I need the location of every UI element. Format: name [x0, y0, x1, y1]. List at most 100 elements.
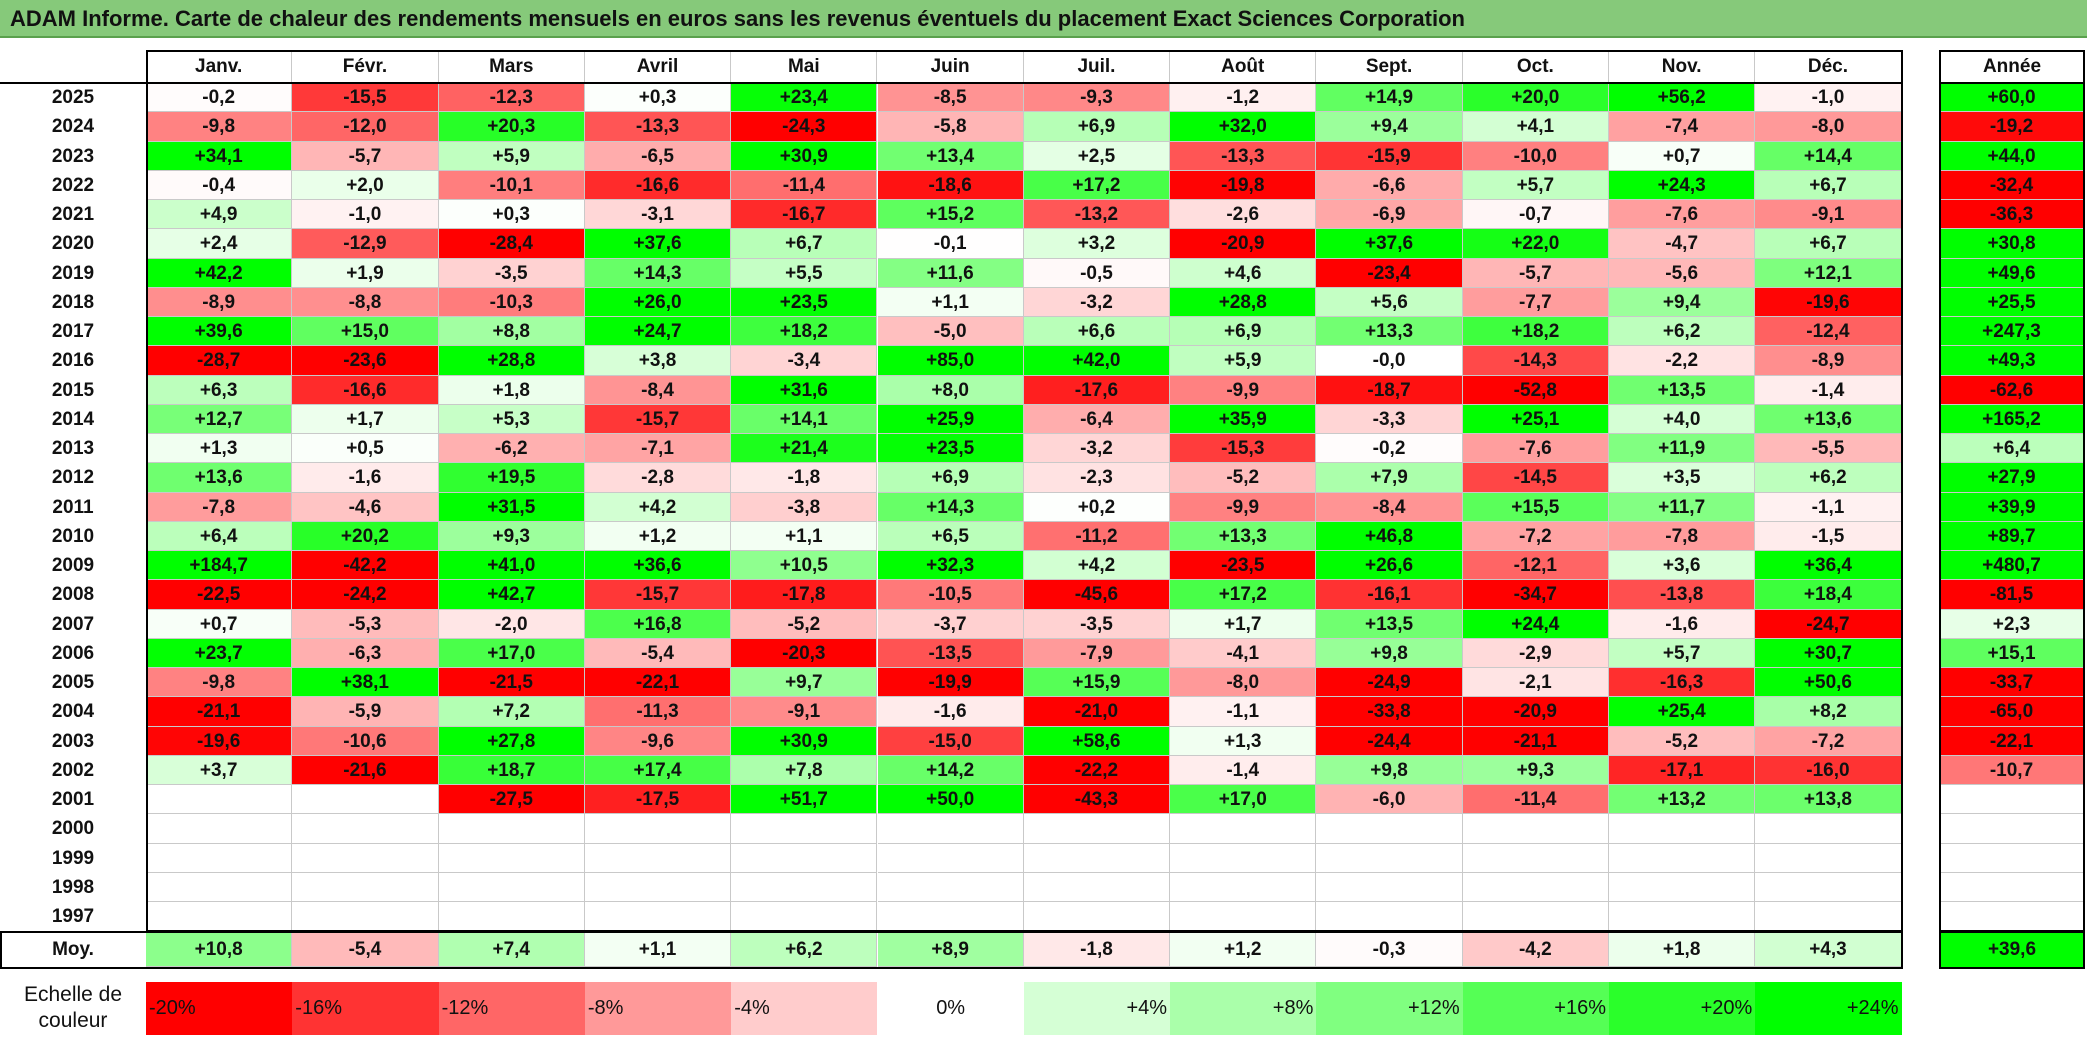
heatmap-cell: -5,6 [1609, 258, 1756, 288]
heatmap-cell: +18,2 [731, 317, 878, 347]
heatmap-cell: -16,0 [1755, 755, 1902, 785]
average-cell: +1,8 [1609, 933, 1756, 967]
heatmap-cell: +9,7 [731, 668, 878, 698]
heatmap-cell: -24,4 [1316, 726, 1463, 756]
heatmap-cell: -13,8 [1609, 580, 1756, 610]
scale-cell: -8% [584, 982, 732, 1035]
heatmap-cell: +8,8 [438, 317, 585, 347]
heatmap-cell: -22,1 [584, 668, 732, 698]
annual-cell: +15,1 [1939, 638, 2085, 668]
annual-header-divider [1939, 82, 2085, 84]
annual-cell: +25,5 [1939, 287, 2085, 317]
heatmap-cell [584, 902, 732, 932]
heatmap-cell: +38,1 [292, 668, 439, 698]
year-label: 1997 [51, 906, 95, 927]
month-header: Déc. [1755, 50, 1902, 83]
heatmap-cell: +85,0 [877, 346, 1024, 376]
heatmap-cell: +13,3 [1316, 317, 1463, 347]
annual-cell: -33,7 [1939, 668, 2085, 698]
heatmap-cell: +14,3 [877, 492, 1024, 522]
heatmap-cell: -28,4 [438, 229, 585, 259]
heatmap-cell: +35,9 [1170, 404, 1317, 434]
heatmap-cell: -9,3 [1023, 83, 1171, 113]
heatmap-cell: -6,6 [1316, 170, 1463, 200]
heatmap-cell: +1,3 [146, 434, 293, 464]
heatmap-cell: +184,7 [146, 551, 293, 581]
heatmap-cell: +17,0 [1170, 785, 1317, 815]
heatmap-cell [1316, 902, 1463, 932]
heatmap-cell: +11,9 [1609, 434, 1756, 464]
heatmap-cell: +30,9 [731, 726, 878, 756]
average-cell: -5,4 [292, 933, 439, 967]
heatmap-cell: -3,8 [731, 492, 878, 522]
heatmap-cell [1023, 902, 1171, 932]
annual-cell [1939, 785, 2085, 815]
annual-cell: -62,6 [1939, 375, 2085, 405]
heatmap-cell: -1,6 [877, 697, 1024, 727]
heatmap-cell: +36,4 [1755, 551, 1902, 581]
annual-cell: +27,9 [1939, 463, 2085, 493]
annual-cell: -36,3 [1939, 200, 2085, 230]
heatmap-cell: +25,9 [877, 404, 1024, 434]
heatmap-cell: -1,1 [1170, 697, 1317, 727]
month-header: Juin [877, 50, 1024, 83]
heatmap-cell: +26,6 [1316, 551, 1463, 581]
heatmap-cell: +15,0 [292, 317, 439, 347]
heatmap-cell: +30,7 [1755, 638, 1902, 668]
heatmap-cell: -2,8 [584, 463, 732, 493]
heatmap-cell [584, 814, 732, 844]
year-label: 2005 [51, 672, 95, 693]
heatmap-cell: -0,7 [1462, 200, 1609, 230]
scale-cell: +20% [1609, 982, 1756, 1035]
heatmap-cell: +14,2 [877, 755, 1024, 785]
heatmap-cell: -1,0 [292, 200, 439, 230]
heatmap-cell: -8,5 [877, 83, 1024, 113]
heatmap-cell: +22,0 [1462, 229, 1609, 259]
heatmap-cell [877, 872, 1024, 902]
heatmap-cell: -15,7 [584, 580, 732, 610]
scale-cell: -4% [731, 982, 878, 1035]
heatmap-cell: -0,2 [1316, 434, 1463, 464]
year-label: 2006 [51, 642, 95, 664]
heatmap-cell: +0,7 [146, 609, 293, 639]
heatmap-cell: -24,3 [731, 112, 878, 142]
heatmap-cell: -2,2 [1609, 346, 1756, 376]
heatmap-cell: -23,4 [1316, 258, 1463, 288]
month-header: Sept. [1316, 50, 1463, 83]
heatmap-cell: -19,9 [877, 668, 1024, 698]
year-label: 2025 [51, 87, 95, 108]
heatmap-cell: -3,7 [877, 609, 1024, 639]
heatmap-cell: +36,6 [584, 551, 732, 581]
year-column-top-line [0, 82, 146, 84]
heatmap-cell: +18,4 [1755, 580, 1902, 610]
year-label: 2020 [51, 233, 95, 255]
heatmap-cell: -10,0 [1462, 141, 1609, 171]
scale-cell: +12% [1316, 982, 1463, 1035]
heatmap-cell: -12,9 [292, 229, 439, 259]
heatmap-cell: +42,2 [146, 258, 293, 288]
heatmap-cell: +0,2 [1023, 492, 1171, 522]
heatmap-cell [1170, 814, 1317, 844]
heatmap-cell: -5,3 [292, 609, 439, 639]
heatmap-cell [877, 902, 1024, 932]
heatmap-cell: +6,2 [1755, 463, 1902, 493]
year-label: 2002 [51, 759, 95, 781]
heatmap-cell: +23,7 [146, 638, 293, 668]
year-label: 2008 [51, 584, 95, 606]
heatmap-cell [146, 843, 293, 873]
year-label: 2024 [51, 116, 95, 138]
heatmap-cell: -11,4 [1462, 785, 1609, 815]
average-cell: +7,4 [438, 933, 585, 967]
average-cell: -1,8 [1023, 933, 1171, 967]
heatmap-cell: +2,5 [1023, 141, 1171, 171]
heatmap-cell: +28,8 [438, 346, 585, 376]
scale-cell: +8% [1170, 982, 1317, 1035]
heatmap-cell: -19,6 [146, 726, 293, 756]
heatmap-cell: +1,7 [292, 404, 439, 434]
heatmap-cell: +13,5 [1609, 375, 1756, 405]
heatmap-cell: -4,1 [1170, 638, 1317, 668]
heatmap-cell: -17,8 [731, 580, 878, 610]
heatmap-cell: -8,9 [146, 287, 293, 317]
heatmap-cell: -9,1 [731, 697, 878, 727]
month-header: Nov. [1609, 50, 1756, 83]
